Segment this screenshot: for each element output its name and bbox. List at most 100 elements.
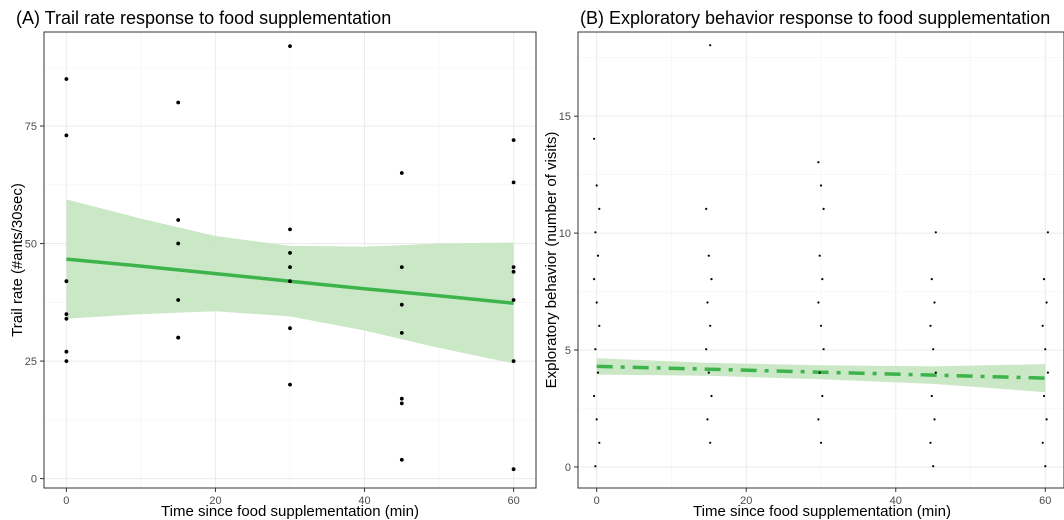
data-point (399, 302, 404, 307)
panel-a: (A) Trail rate response to food suppleme… (9, 8, 537, 520)
data-point (929, 324, 932, 327)
panel-b-points (593, 44, 1049, 468)
data-point (817, 161, 820, 164)
y-tick-label: 5 (565, 345, 571, 357)
x-tick-label: 40 (890, 495, 902, 507)
panel-a-title: (A) Trail rate response to food suppleme… (16, 8, 391, 28)
data-point (511, 298, 516, 302)
panel-b-y-ticks: 0 5 10 15 (559, 111, 578, 474)
data-point (706, 301, 709, 304)
data-point (1042, 394, 1046, 398)
data-point (817, 301, 820, 304)
data-point (710, 394, 713, 398)
data-point (596, 371, 600, 374)
y-tick-label: 0 (565, 462, 571, 474)
data-point (822, 207, 825, 210)
data-point (595, 418, 598, 421)
y-tick-label: 10 (559, 228, 571, 240)
panel-b-x-ticks: 0 20 40 60 (594, 488, 1051, 507)
confidence-band (596, 358, 1046, 393)
data-point (598, 207, 601, 210)
x-tick-label: 0 (63, 495, 69, 507)
data-point (1044, 465, 1047, 468)
panel-b: (B) Exploratory behavior response to foo… (543, 8, 1064, 520)
data-point (64, 349, 69, 354)
data-point (595, 301, 598, 304)
data-point (399, 457, 404, 462)
panel-b-x-label: Time since food supplementation (min) (693, 503, 951, 520)
data-point (595, 184, 598, 187)
panel-a-y-ticks: 0 25 50 75 (25, 121, 44, 486)
data-point (176, 100, 181, 105)
data-point (288, 326, 292, 331)
panel-b-confidence-band (596, 358, 1046, 393)
y-tick-label: 0 (31, 474, 37, 486)
data-point (511, 467, 516, 472)
fit-line (596, 364, 1046, 380)
x-tick-label: 0 (594, 495, 600, 507)
data-point (593, 137, 596, 140)
data-point (511, 180, 516, 185)
data-point (818, 371, 821, 374)
data-point (598, 441, 601, 444)
data-point (707, 254, 710, 257)
data-point (64, 316, 69, 321)
data-point (64, 279, 69, 284)
data-point (1042, 278, 1046, 281)
data-point (934, 231, 937, 234)
data-point (511, 265, 516, 269)
data-point (709, 324, 712, 327)
data-point (821, 394, 824, 398)
y-tick-label: 75 (25, 121, 37, 133)
data-point (288, 44, 292, 48)
x-tick-label: 60 (508, 495, 520, 507)
data-point (709, 441, 712, 444)
data-point (399, 331, 404, 335)
data-point (64, 133, 69, 138)
data-point (399, 396, 404, 401)
panel-a-y-label: Trail rate (#ants/30sec) (9, 183, 26, 337)
data-point (288, 227, 292, 232)
data-point (706, 418, 709, 421)
data-point (933, 418, 936, 421)
data-point (1041, 324, 1044, 327)
data-point (176, 298, 181, 302)
data-point (1045, 301, 1048, 304)
data-point (710, 278, 713, 281)
y-tick-label: 50 (25, 239, 37, 251)
y-tick-label: 25 (25, 356, 37, 368)
data-point (930, 394, 933, 398)
x-tick-label: 60 (1039, 495, 1051, 507)
data-point (707, 371, 710, 374)
data-point (511, 138, 516, 143)
data-point (288, 382, 292, 387)
panel-b-y-label: Exploratory behavior (number of visits) (543, 132, 560, 389)
data-point (1041, 441, 1044, 444)
data-point (288, 279, 292, 284)
x-tick-label: 20 (209, 495, 221, 507)
data-point (934, 371, 937, 374)
panel-b-grid (578, 32, 1064, 488)
panel-a-x-ticks: 0 20 40 60 (63, 488, 520, 507)
data-point (399, 171, 404, 175)
data-point (399, 265, 404, 269)
data-point (709, 44, 712, 47)
data-point (932, 465, 935, 468)
data-point (511, 269, 516, 274)
data-point (593, 394, 596, 398)
data-point (817, 418, 820, 421)
data-point (596, 254, 600, 257)
data-point (818, 254, 821, 257)
panel-a-points (64, 44, 516, 472)
panel-a-border (43, 31, 537, 489)
data-point (819, 441, 823, 444)
data-point (64, 312, 69, 316)
data-point (399, 401, 404, 406)
x-tick-label: 20 (740, 495, 752, 507)
data-point (64, 359, 69, 363)
data-point (1044, 348, 1047, 351)
data-point (176, 218, 181, 222)
data-point (64, 77, 69, 81)
data-point (598, 324, 601, 327)
